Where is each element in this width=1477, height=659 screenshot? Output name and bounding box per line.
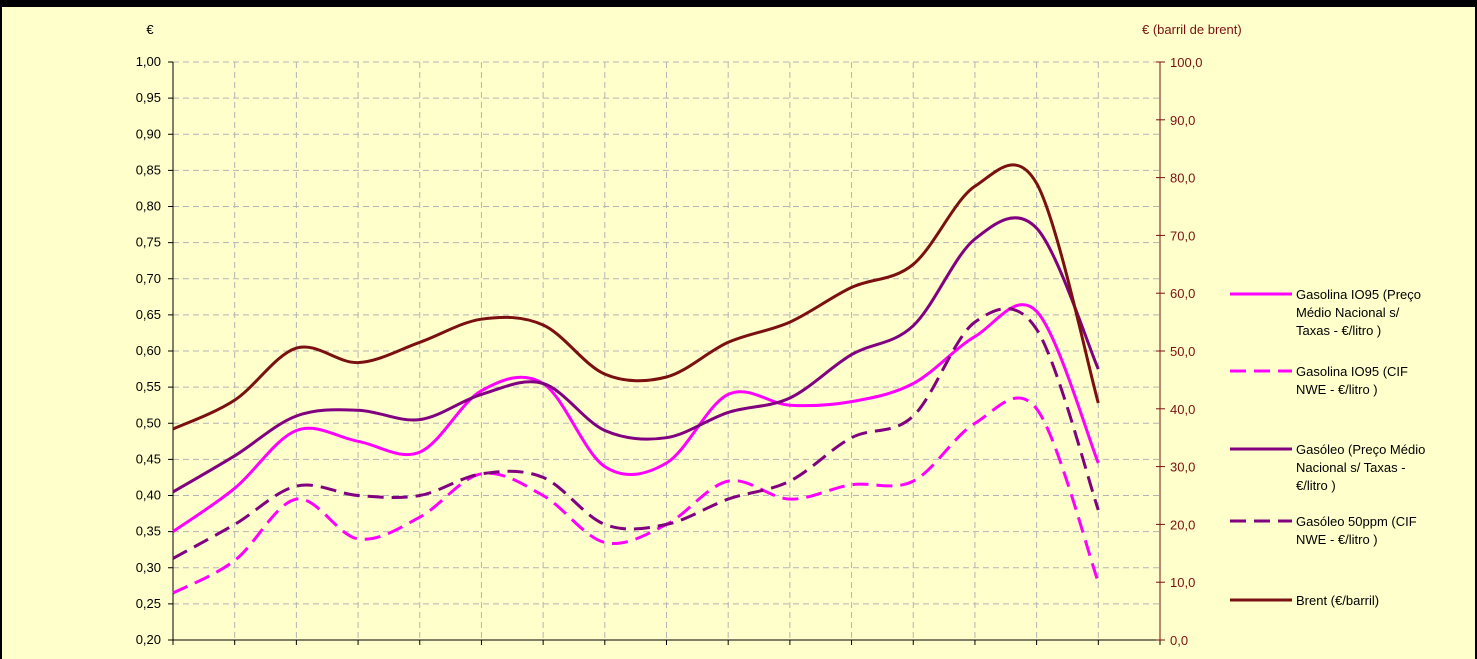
right-tick-label: 80,0 bbox=[1170, 171, 1195, 186]
right-axis-unit: € (barril de brent) bbox=[1142, 22, 1242, 37]
legend-label: Médio Nacional s/ bbox=[1296, 305, 1400, 320]
left-tick-label: 0,35 bbox=[136, 524, 161, 539]
right-tick-label: 100,0 bbox=[1170, 55, 1203, 70]
right-tick-label: 90,0 bbox=[1170, 113, 1195, 128]
chart-background bbox=[2, 7, 1475, 659]
left-tick-label: 0,95 bbox=[136, 90, 161, 105]
left-tick-label: 0,25 bbox=[136, 596, 161, 611]
legend-label: Nacional s/ Taxas - bbox=[1296, 460, 1406, 475]
left-tick-label: 0,70 bbox=[136, 271, 161, 286]
left-tick-label: 0,45 bbox=[136, 451, 161, 466]
right-tick-label: 70,0 bbox=[1170, 228, 1195, 243]
legend-label: Gasolina IO95 (CIF bbox=[1296, 364, 1408, 379]
left-tick-label: 0,90 bbox=[136, 126, 161, 141]
legend: Gasolina IO95 (Preço Médio Nacional s/Tax… bbox=[1230, 287, 1425, 608]
left-tick-label: 0,75 bbox=[136, 235, 161, 250]
left-tick-label: 0,30 bbox=[136, 560, 161, 575]
axes: 0,20 0,25 0,30 0,35 0,40 0,45 0,50 0,55 0,60 0,65… bbox=[136, 54, 1203, 648]
legend-label: NWE - €/litro ) bbox=[1296, 532, 1378, 547]
left-axis-unit: € bbox=[146, 22, 154, 37]
legend-label: €/litro ) bbox=[1296, 478, 1336, 493]
left-tick-label: 0,80 bbox=[136, 199, 161, 214]
left-tick-label: 0,65 bbox=[136, 307, 161, 322]
right-tick-label: 0,0 bbox=[1170, 633, 1188, 648]
right-tick-label: 20,0 bbox=[1170, 517, 1195, 532]
series-line-2 bbox=[172, 216, 1100, 494]
left-tick-label: 0,85 bbox=[136, 162, 161, 177]
series-line-0 bbox=[172, 303, 1100, 533]
series-lines bbox=[172, 163, 1100, 595]
left-tick-label: 0,55 bbox=[136, 379, 161, 394]
right-tick-label: 10,0 bbox=[1170, 575, 1195, 590]
left-tick-label: 0,60 bbox=[136, 343, 161, 358]
legend-label: NWE - €/litro ) bbox=[1296, 382, 1378, 397]
left-tick-label: 1,00 bbox=[136, 54, 161, 69]
right-tick-label: 60,0 bbox=[1170, 286, 1195, 301]
series-line-3 bbox=[172, 307, 1100, 560]
series-line-4 bbox=[172, 163, 1100, 431]
right-tick-label: 40,0 bbox=[1170, 402, 1195, 417]
legend-label: Taxas - €/litro ) bbox=[1296, 323, 1381, 338]
series-line-1 bbox=[172, 396, 1100, 595]
legend-label: Gasóleo 50ppm (CIF bbox=[1296, 514, 1417, 529]
legend-label: Gasóleo (Preço Médio bbox=[1296, 442, 1425, 457]
right-tick-label: 50,0 bbox=[1170, 344, 1195, 359]
left-tick-label: 0,50 bbox=[136, 415, 161, 430]
right-tick-label: 30,0 bbox=[1170, 460, 1195, 475]
left-tick-label: 0,20 bbox=[136, 632, 161, 647]
left-tick-label: 0,40 bbox=[136, 488, 161, 503]
legend-label: Brent (€/barril) bbox=[1296, 593, 1379, 608]
legend-label: Gasolina IO95 (Preço bbox=[1296, 287, 1421, 302]
